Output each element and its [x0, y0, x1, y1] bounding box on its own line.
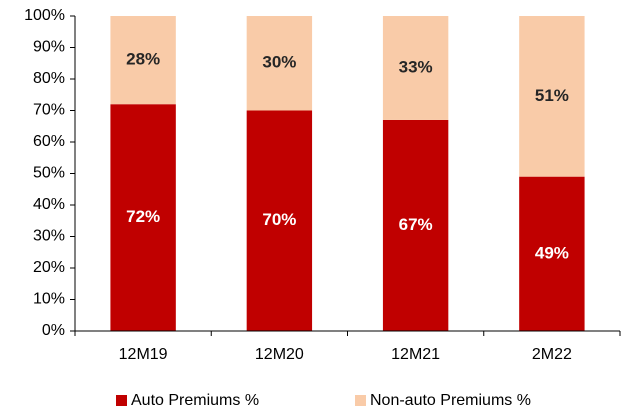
- value-label: 67%: [399, 215, 433, 234]
- legend-swatch: [355, 395, 366, 406]
- bar-segment: [382, 119, 449, 331]
- y-tick-label: 50%: [33, 165, 65, 182]
- value-label: 70%: [262, 210, 296, 229]
- value-label: 72%: [126, 207, 160, 226]
- y-tick-label: 80%: [33, 70, 65, 87]
- y-tick-label: 20%: [33, 259, 65, 276]
- bar-segment: [519, 176, 585, 331]
- bar-segment: [110, 104, 176, 331]
- value-label: 30%: [262, 53, 296, 72]
- y-tick-label: 70%: [33, 102, 65, 119]
- value-label: 28%: [126, 50, 160, 69]
- bar-segment: [246, 16, 313, 111]
- bar-segment: [382, 16, 449, 120]
- y-tick-label: 90%: [33, 39, 65, 56]
- x-tick-label: 12M20: [255, 346, 304, 363]
- x-tick-label: 12M19: [119, 346, 168, 363]
- x-tick-label: 2M22: [532, 346, 572, 363]
- bar-segment: [519, 16, 585, 177]
- y-tick-label: 10%: [33, 291, 65, 308]
- value-label: 51%: [535, 86, 569, 105]
- bar-segment: [110, 16, 176, 105]
- legend-swatch: [116, 395, 127, 406]
- legend-label: Non-auto Premiums %: [370, 392, 531, 409]
- y-tick-label: 60%: [33, 133, 65, 150]
- y-tick-label: 40%: [33, 196, 65, 213]
- y-tick-label: 100%: [24, 7, 65, 24]
- value-label: 49%: [535, 243, 569, 262]
- legend-label: Auto Premiums %: [131, 392, 259, 409]
- bar-segment: [246, 110, 313, 331]
- x-tick-label: 12M21: [391, 346, 440, 363]
- y-tick-label: 0%: [42, 322, 65, 339]
- y-tick-label: 30%: [33, 228, 65, 245]
- value-label: 33%: [399, 57, 433, 76]
